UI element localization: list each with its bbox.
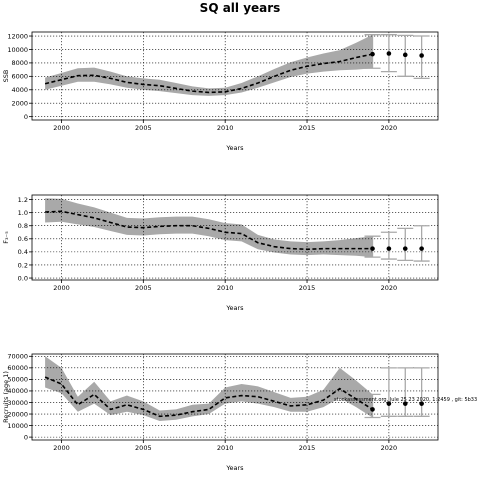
y-tick-label: 1.2 xyxy=(18,196,28,204)
y-tick-label: 30000 xyxy=(7,399,28,407)
x-tick-label: 2015 xyxy=(299,444,316,452)
y-tick-label: 40000 xyxy=(7,387,28,395)
panel-3: 2000 2005 2010 2015 2020 0 10000 20000 30000 4000… xyxy=(2,353,477,472)
x-tick-label: 2005 xyxy=(135,284,152,292)
y-tick-label: 8000 xyxy=(11,59,28,67)
forecast-point xyxy=(386,401,392,406)
forecast-point xyxy=(386,246,392,251)
x-tick-label: 2020 xyxy=(381,124,398,132)
x-tick-label: 2000 xyxy=(53,444,70,452)
x-axis-label: Years xyxy=(225,464,244,472)
y-tick-label: 0.6 xyxy=(18,235,28,243)
y-tick-label: 0.2 xyxy=(18,261,28,269)
forecast-point xyxy=(402,246,408,251)
y-tick-label: 0.0 xyxy=(18,274,28,282)
x-tick-label: 2000 xyxy=(53,284,70,292)
y-tick-label: 60000 xyxy=(7,364,28,372)
forecast-point xyxy=(402,52,408,58)
forecast-point xyxy=(419,401,424,406)
y-tick-label: 50000 xyxy=(7,376,28,384)
x-tick-label: 2010 xyxy=(217,444,234,452)
panel-1: 2000 2005 2010 2015 2020 0 2000 4000 6000 8000 100… xyxy=(2,31,439,152)
y-axis-label: Recruits (age 1) xyxy=(2,371,10,423)
y-tick-label: 0 xyxy=(24,433,28,441)
forecast-point xyxy=(370,407,375,412)
x-tick-label: 2015 xyxy=(299,124,316,132)
forecast-point xyxy=(370,51,375,57)
x-tick-label: 2010 xyxy=(217,284,234,292)
y-tick-label: 20000 xyxy=(7,410,28,418)
plot-frame xyxy=(31,194,439,281)
figure-title: SQ all years xyxy=(200,1,281,15)
x-axis-label: Years xyxy=(225,144,244,152)
x-tick-label: 2005 xyxy=(135,444,152,452)
x-tick-label: 2015 xyxy=(299,284,316,292)
forecast-point xyxy=(419,246,424,251)
estimate-series-line xyxy=(45,210,373,251)
y-tick-label: 1.0 xyxy=(18,209,28,217)
x-tick-label: 2010 xyxy=(217,124,234,132)
x-tick-label: 2020 xyxy=(381,284,398,292)
y-tick-label: 6000 xyxy=(11,73,28,81)
y-tick-label: 4000 xyxy=(11,86,28,94)
y-tick-label: 0.4 xyxy=(18,248,28,256)
forecast-point xyxy=(419,53,424,58)
y-axis-label: F₃₋₅ xyxy=(2,231,10,244)
y-tick-label: 10000 xyxy=(7,46,28,54)
x-tick-label: 2020 xyxy=(381,444,398,452)
y-tick-label: 10000 xyxy=(7,422,28,430)
forecast-point xyxy=(386,51,392,56)
x-axis-label: Years xyxy=(225,304,244,312)
y-tick-label: 0.8 xyxy=(18,222,28,230)
y-tick-label: 70000 xyxy=(7,353,28,361)
y-tick-label: 0 xyxy=(24,113,28,121)
forecast-point xyxy=(370,246,375,251)
confidence-band xyxy=(45,356,373,421)
source-annotation: stockassessment.org, Jule 25 23 2020, 1:… xyxy=(334,397,477,403)
panel-2: 2000 2005 2010 2015 2020 0.0 0.2 0.4 0.6 0.8 1.0 1.… xyxy=(2,194,439,312)
y-axis-label: SSB xyxy=(2,70,10,83)
forecast-point xyxy=(402,401,408,406)
x-tick-label: 2005 xyxy=(135,124,152,132)
x-tick-label: 2000 xyxy=(53,124,70,132)
y-tick-label: 12000 xyxy=(7,32,28,40)
plot-frame xyxy=(31,353,439,441)
confidence-band xyxy=(45,34,373,96)
y-tick-label: 2000 xyxy=(11,100,28,108)
estimate-series-line xyxy=(44,376,373,418)
estimate-series-line xyxy=(44,53,373,94)
